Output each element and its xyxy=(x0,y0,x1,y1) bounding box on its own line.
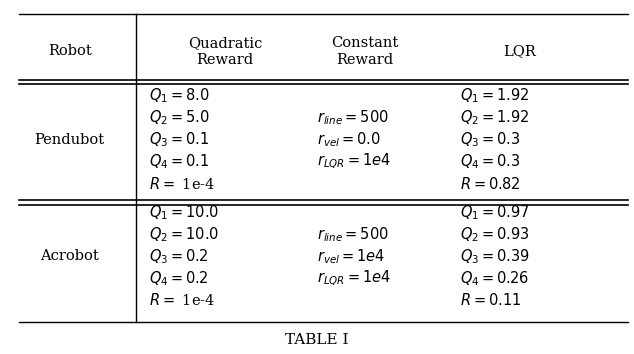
Text: $r_{vel} = 1e4$: $r_{vel} = 1e4$ xyxy=(317,247,385,266)
Text: $r_{line} = 500$: $r_{line} = 500$ xyxy=(317,225,389,244)
Text: Quadratic
Reward: Quadratic Reward xyxy=(188,36,262,67)
Text: $R = 0.11$: $R = 0.11$ xyxy=(460,292,521,308)
Text: TABLE I: TABLE I xyxy=(285,333,349,347)
Text: $R = $ 1e-4: $R = $ 1e-4 xyxy=(149,176,215,192)
Text: $R = $ 1e-4: $R = $ 1e-4 xyxy=(149,292,215,308)
Text: $R = 0.82$: $R = 0.82$ xyxy=(460,176,521,192)
Text: $Q_2 = 0.93$: $Q_2 = 0.93$ xyxy=(460,225,529,244)
Text: $Q_2 = 10.0$: $Q_2 = 10.0$ xyxy=(149,225,219,244)
Text: Acrobot: Acrobot xyxy=(41,249,99,263)
Text: $r_{vel} = 0.0$: $r_{vel} = 0.0$ xyxy=(317,131,381,149)
Text: $Q_3 = 0.3$: $Q_3 = 0.3$ xyxy=(460,131,520,149)
Text: Pendubot: Pendubot xyxy=(35,133,105,147)
Text: $Q_1 = 1.92$: $Q_1 = 1.92$ xyxy=(460,86,529,105)
Text: $Q_2 = 5.0$: $Q_2 = 5.0$ xyxy=(149,109,210,127)
Text: $Q_1 = 8.0$: $Q_1 = 8.0$ xyxy=(149,86,210,105)
Text: $Q_3 = 0.39$: $Q_3 = 0.39$ xyxy=(460,247,529,266)
Text: $r_{LQR} = 1e4$: $r_{LQR} = 1e4$ xyxy=(317,269,391,288)
Text: $r_{line} = 500$: $r_{line} = 500$ xyxy=(317,109,389,127)
Text: $Q_4 = 0.2$: $Q_4 = 0.2$ xyxy=(149,269,209,287)
Text: Robot: Robot xyxy=(48,44,92,58)
Text: $Q_2 = 1.92$: $Q_2 = 1.92$ xyxy=(460,109,529,127)
Text: $r_{LQR} = 1e4$: $r_{LQR} = 1e4$ xyxy=(317,152,391,171)
Text: $Q_1 = 0.97$: $Q_1 = 0.97$ xyxy=(460,203,529,222)
Text: $Q_3 = 0.1$: $Q_3 = 0.1$ xyxy=(149,131,209,149)
Text: $Q_3 = 0.2$: $Q_3 = 0.2$ xyxy=(149,247,209,266)
Text: $Q_4 = 0.3$: $Q_4 = 0.3$ xyxy=(460,153,520,171)
Text: $Q_1 = 10.0$: $Q_1 = 10.0$ xyxy=(149,203,219,222)
Text: $Q_4 = 0.26$: $Q_4 = 0.26$ xyxy=(460,269,529,287)
Text: LQR: LQR xyxy=(503,44,536,58)
Text: $Q_4 = 0.1$: $Q_4 = 0.1$ xyxy=(149,153,209,171)
Text: Constant
Reward: Constant Reward xyxy=(331,36,398,67)
